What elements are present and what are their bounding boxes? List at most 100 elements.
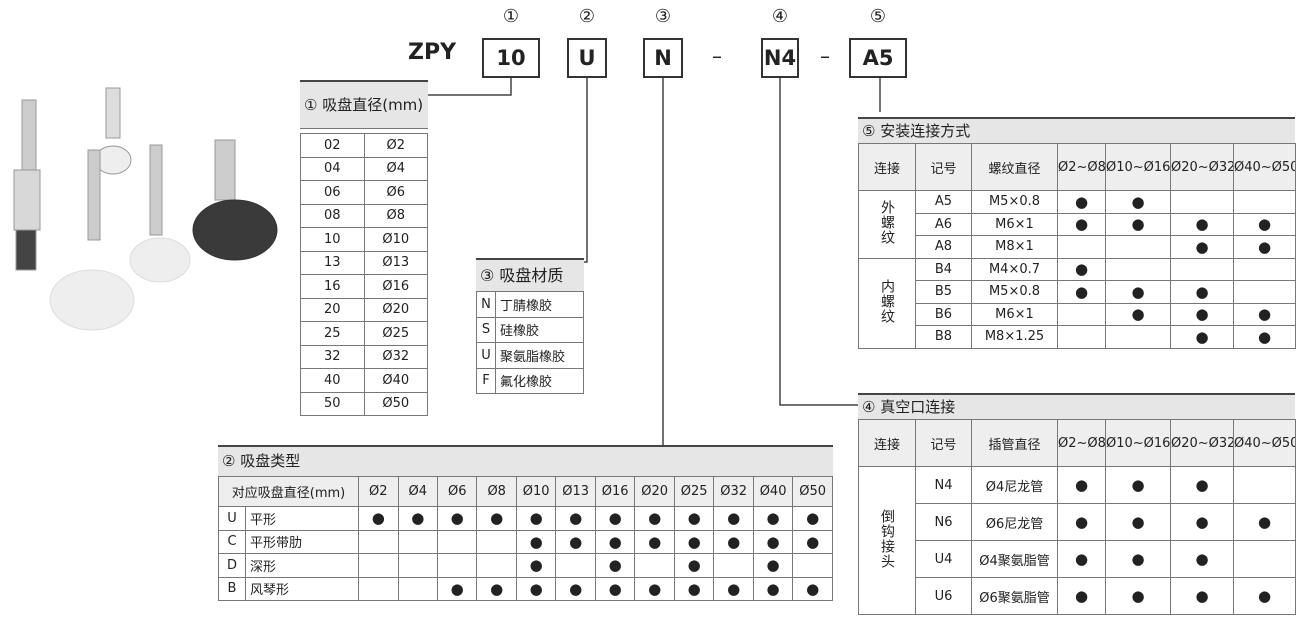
header-cell: 记号 bbox=[915, 419, 972, 467]
dot-cell: ● bbox=[1233, 235, 1296, 259]
table-cell: U4 bbox=[915, 540, 972, 578]
header-cell: Ø8 bbox=[476, 476, 517, 507]
table-cell: S bbox=[476, 316, 496, 343]
table-row: N 丁腈橡胶 bbox=[476, 291, 584, 318]
table-row: 13 Ø13 bbox=[300, 250, 428, 275]
dot-cell: ● bbox=[436, 506, 478, 531]
dot-cell bbox=[555, 553, 596, 578]
header-cell: Ø13 bbox=[555, 476, 596, 507]
table-row: 内螺纹 B4 M4×0.7 ● bbox=[858, 257, 1296, 349]
dot-cell bbox=[1170, 257, 1234, 281]
table-cell: Ø16 bbox=[363, 274, 428, 299]
mount-table: ⑤ 安装连接方式 连接 记号 螺纹直径 Ø2~Ø8 Ø10~Ø16 Ø20~Ø32 Ø40~Ø… bbox=[858, 117, 1296, 349]
header-cell: Ø20~Ø32 bbox=[1170, 143, 1234, 191]
table-cell: Ø10 bbox=[363, 227, 428, 252]
dot-cell: ● bbox=[1233, 302, 1296, 326]
dot-cell: ● bbox=[1105, 190, 1171, 214]
header-cell: 记号 bbox=[915, 143, 972, 191]
group-label: 内螺纹 bbox=[879, 278, 895, 324]
table-row: 06 Ø6 bbox=[300, 180, 428, 205]
table-cell: M8×1.25 bbox=[971, 325, 1058, 349]
table-cell: M4×0.7 bbox=[971, 257, 1058, 281]
code-box: 10 bbox=[482, 38, 540, 78]
dot-cell: ● bbox=[1105, 302, 1171, 326]
dot-cell: ● bbox=[1233, 503, 1296, 541]
table-cell: Ø13 bbox=[363, 250, 428, 275]
table-row: U6 Ø6聚氨脂管 ● ● ● ● bbox=[859, 577, 1296, 615]
group-label: 外螺纹 bbox=[879, 199, 895, 245]
dot-cell: ● bbox=[436, 576, 478, 601]
table-row: 外螺纹 A5 M5×0.8 ● ● bbox=[858, 190, 1296, 259]
table-cell: 02 bbox=[300, 133, 365, 158]
table-cell: 08 bbox=[300, 203, 365, 228]
table-cell: 氟化橡胶 bbox=[495, 367, 584, 394]
table-row: B6 M6×1 ● ● ● bbox=[859, 302, 1296, 326]
dot-cell bbox=[1105, 235, 1171, 259]
dot-cell: ● bbox=[673, 576, 715, 601]
header-cell: Ø32 bbox=[713, 476, 754, 507]
header-row: 连接 记号 插管直径 Ø2~Ø8 Ø10~Ø16 Ø20~Ø32 Ø40~Ø50 bbox=[858, 419, 1296, 467]
table-cell: Ø4尼龙管 bbox=[971, 466, 1058, 504]
dot-cell: ● bbox=[1170, 577, 1234, 615]
header-cell: Ø20~Ø32 bbox=[1170, 419, 1234, 467]
table-row: 20 Ø20 bbox=[300, 297, 428, 322]
table-row: D 深形 ● ● ● ● bbox=[218, 553, 833, 578]
header-cell: 螺纹直径 bbox=[971, 143, 1058, 191]
code-dash: – bbox=[820, 44, 830, 68]
code-number: ③ bbox=[654, 6, 672, 27]
code-box: A5 bbox=[849, 38, 907, 78]
dot-cell: ● bbox=[1057, 190, 1106, 214]
table-row: 25 Ø25 bbox=[300, 321, 428, 346]
dot-cell: ● bbox=[1105, 280, 1171, 304]
dot-cell: ● bbox=[1170, 466, 1234, 504]
dot-cell: ● bbox=[515, 529, 557, 554]
dot-cell: ● bbox=[1170, 503, 1234, 541]
header-cell: 连接 bbox=[858, 143, 916, 191]
dot-cell: ● bbox=[792, 529, 833, 554]
code-number: ② bbox=[578, 6, 596, 27]
table-cell: Ø40 bbox=[363, 368, 428, 393]
dot-cell: ● bbox=[515, 553, 557, 578]
table-cell: M6×1 bbox=[971, 212, 1058, 236]
header-cell: Ø40~Ø50 bbox=[1233, 419, 1296, 467]
table-cell: M8×1 bbox=[971, 235, 1058, 259]
table-cell: A5 bbox=[915, 190, 972, 214]
dot-cell: ● bbox=[594, 529, 636, 554]
table-row: N6 Ø6尼龙管 ● ● ● ● bbox=[859, 503, 1296, 541]
table-cell: N6 bbox=[915, 503, 972, 541]
dot-cell: ● bbox=[515, 576, 557, 601]
dot-cell: ● bbox=[673, 529, 715, 554]
table: 02 Ø2 04 Ø4 06 Ø6 08 Ø8 10 Ø10 13 Ø13 16 Ø16 20 Ø20 25 Ø2… bbox=[300, 133, 428, 416]
table-cell: M6×1 bbox=[971, 302, 1058, 326]
dot-cell bbox=[1057, 302, 1106, 326]
group-cell: 倒钩接头 bbox=[858, 466, 916, 615]
header-row: 连接 记号 螺纹直径 Ø2~Ø8 Ø10~Ø16 Ø20~Ø32 Ø40~Ø50 bbox=[858, 143, 1296, 191]
dot-cell: ● bbox=[752, 529, 794, 554]
dot-cell: ● bbox=[594, 576, 636, 601]
header-cell: Ø10~Ø16 bbox=[1105, 143, 1171, 191]
table-title: ② 吸盘类型 bbox=[218, 445, 833, 476]
dot-cell bbox=[1170, 190, 1234, 214]
code-dash: – bbox=[712, 44, 722, 68]
table-cell: Ø32 bbox=[363, 344, 428, 369]
code-number: ⑤ bbox=[869, 6, 887, 27]
table-cell: 聚氨脂橡胶 bbox=[495, 342, 584, 369]
table: 连接 记号 螺纹直径 Ø2~Ø8 Ø10~Ø16 Ø20~Ø32 Ø40~Ø50 外螺纹 A5 M… bbox=[858, 143, 1296, 349]
dot-cell bbox=[358, 529, 399, 554]
group-cell: 内螺纹 bbox=[858, 257, 916, 349]
dot-cell: ● bbox=[594, 506, 636, 531]
header-cell: Ø20 bbox=[634, 476, 675, 507]
dot-cell bbox=[1057, 235, 1106, 259]
table-cell: 04 bbox=[300, 156, 365, 181]
dot-cell: ● bbox=[594, 553, 636, 578]
dot-cell: ● bbox=[1105, 503, 1171, 541]
table-cell: Ø50 bbox=[363, 391, 428, 416]
table-row: S 硅橡胶 bbox=[476, 316, 584, 343]
table-cell: 10 bbox=[300, 227, 365, 252]
dot-cell: ● bbox=[1170, 302, 1234, 326]
header-cell: Ø10~Ø16 bbox=[1105, 419, 1171, 467]
dot-cell bbox=[1233, 280, 1296, 304]
table-cell: Ø6 bbox=[363, 180, 428, 205]
dot-cell: ● bbox=[1057, 280, 1106, 304]
